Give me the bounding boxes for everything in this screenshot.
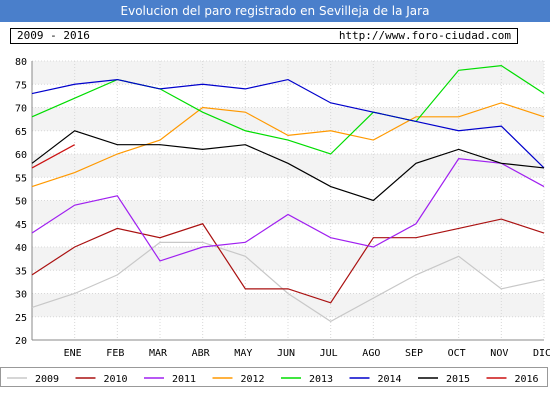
y-tick-label: 40 [15,243,27,254]
series-line-2012 [31,102,545,188]
x-tick-label: ENE [64,348,82,359]
x-axis: ENE FEB MAR ABR MAY JUN JUL AGO SEP OCT NOV DIC [32,339,550,359]
x-tick-label: JUN [277,348,295,359]
series-line-2009 [31,241,545,323]
y-axis: 20 25 30 35 40 45 50 55 60 65 70 75 80 [15,57,33,347]
legend-label-2015: 2015 [446,374,470,385]
series-line-2016 [31,144,75,169]
chart-title: Evolucion del paro registrado en Seville… [0,0,550,22]
legend-label-2014: 2014 [378,374,402,385]
x-tick-label: MAR [149,348,168,359]
x-tick-label: SEP [405,348,423,359]
legend-label-2011: 2011 [172,374,196,385]
x-tick-label: MAY [234,348,252,359]
series-line-2015 [31,130,545,202]
legend-label-2016: 2016 [515,374,539,385]
y-tick-label: 80 [15,57,27,68]
x-tick-label: DIC [533,348,550,359]
y-tick-label: 65 [15,127,27,138]
y-tick-label: 70 [15,104,27,115]
grid-band [32,61,544,85]
grid-band [32,154,544,178]
legend: 2009 2010 2011 2012 2013 2014 2015 2016 [0,367,548,387]
x-tick-label: FEB [106,348,124,359]
series-lines [31,65,545,323]
x-tick-label: NOV [490,348,508,359]
y-tick-label: 35 [15,266,27,277]
series-line-2010 [31,218,545,304]
x-tick-label: AGO [362,348,380,359]
x-tick-label: OCT [448,348,466,359]
y-tick-label: 75 [15,80,27,91]
legend-label-2012: 2012 [241,374,265,385]
legend-label-2009: 2009 [35,374,59,385]
year-range: 2009 - 2016 [17,29,90,42]
y-tick-label: 20 [15,336,27,347]
grid-band [32,247,544,271]
y-tick-label: 30 [15,290,27,301]
legend-label-2010: 2010 [104,374,128,385]
series-line-2011 [31,158,545,262]
y-tick-label: 25 [15,313,27,324]
y-tick-label: 60 [15,150,27,161]
info-bar: 2009 - 2016 http://www.foro-ciudad.com [10,28,518,44]
series-line-2014 [31,78,545,169]
y-tick-label: 55 [15,173,27,184]
y-tick-label: 50 [15,197,27,208]
x-tick-label: JUL [320,348,338,359]
x-tick-label: ABR [192,348,211,359]
y-tick-label: 45 [15,220,27,231]
source-url[interactable]: http://www.foro-ciudad.com [338,29,511,42]
legend-label-2013: 2013 [309,374,333,385]
